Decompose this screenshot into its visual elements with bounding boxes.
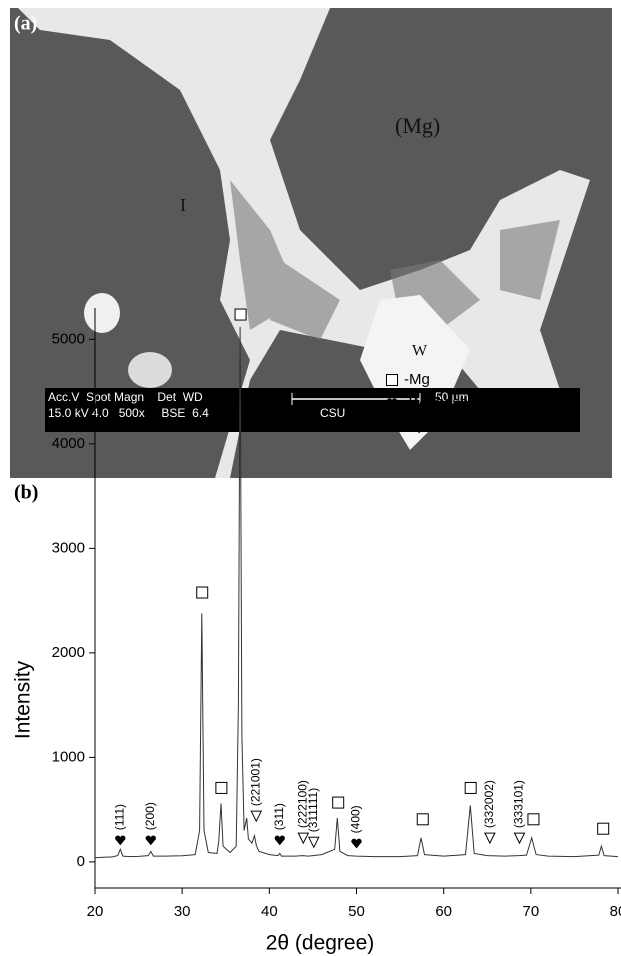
w-marker: [275, 836, 285, 846]
micrograph: (a) (Mg) I W Acc.V Spot Magn Det WD 15.0…: [10, 8, 612, 478]
peak-label: (311): [272, 803, 286, 830]
y-tick-label: 0: [77, 853, 85, 870]
panel-label: (a): [14, 13, 37, 35]
x-tick-label: 40: [261, 903, 278, 920]
particle: [128, 352, 172, 388]
y-tick-label: 2000: [52, 644, 85, 661]
mg-marker: [417, 814, 428, 825]
x-tick-label: 70: [522, 903, 539, 920]
mg-marker: [598, 823, 609, 834]
info-text: 15.0 kV 4.0 500x BSE 6.4: [48, 406, 209, 420]
mg-marker: [465, 782, 476, 793]
panel-label: (b): [14, 482, 38, 504]
w-marker: [115, 836, 125, 846]
peak-label: (333101): [512, 780, 526, 828]
x-tick-label: 50: [348, 903, 365, 920]
legend-label: -I phase: [404, 417, 458, 434]
i-marker: [515, 833, 525, 843]
particle: [84, 293, 120, 333]
figure: (a) (Mg) I W Acc.V Spot Magn Det WD 15.0…: [0, 0, 621, 956]
mg-marker: [528, 814, 539, 825]
legend-label: -W phase: [404, 394, 468, 411]
mg-marker: [216, 782, 227, 793]
i-marker: [485, 833, 495, 843]
legend-label: -Mg: [404, 371, 430, 388]
w-marker: [351, 839, 361, 849]
y-tick-label: 4000: [52, 435, 85, 452]
phase-label: W: [412, 343, 428, 360]
peak-label: (400): [349, 805, 363, 833]
y-tick-label: 3000: [52, 539, 85, 556]
y-tick-label: 5000: [52, 330, 85, 347]
phase-label: (Mg): [395, 113, 440, 138]
i-marker: [251, 811, 261, 821]
peak-label: (332002): [482, 780, 496, 828]
y-tick-label: 1000: [52, 748, 85, 765]
mg-marker: [387, 375, 398, 386]
x-tick-label: 20: [87, 903, 104, 920]
peak-label: (311111): [306, 788, 320, 832]
mg-marker: [197, 587, 208, 598]
info-text: Acc.V Spot Magn Det WD: [48, 390, 203, 404]
peak-label: (111): [112, 804, 126, 830]
w-marker: [146, 836, 156, 846]
x-tick-label: 30: [174, 903, 191, 920]
x-tick-label: 60: [435, 903, 452, 920]
i-marker: [298, 833, 308, 843]
mg-marker: [235, 309, 246, 320]
mg-marker: [333, 797, 344, 808]
peak-label: (200): [143, 802, 157, 830]
x-axis-title: 2θ (degree): [266, 932, 375, 955]
peak-label: (221001): [248, 758, 262, 806]
phase-label: I: [180, 195, 186, 215]
y-axis-title: Intensity: [12, 660, 35, 739]
i-marker: [309, 837, 319, 847]
lab-text: CSU: [320, 406, 345, 420]
x-tick-label: 80: [610, 903, 621, 920]
